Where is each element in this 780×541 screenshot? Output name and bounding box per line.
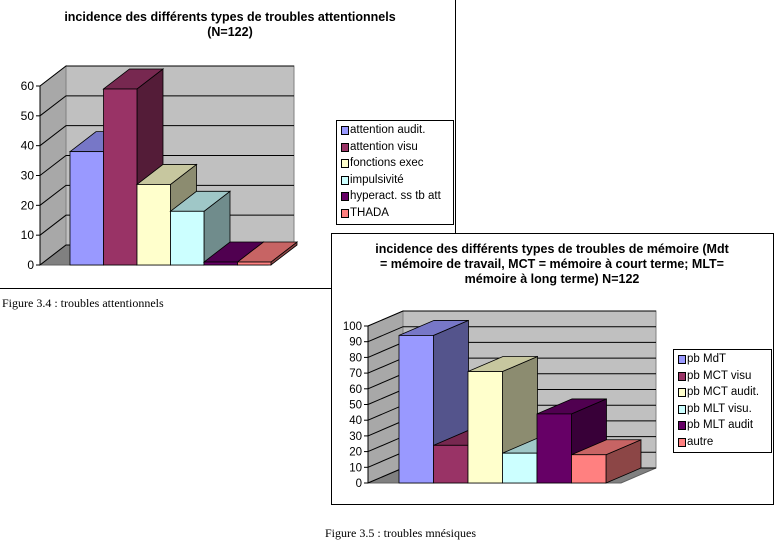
attention-legend-label: impulsivité bbox=[350, 173, 404, 186]
memory-y-tick-label: 20 bbox=[349, 447, 362, 459]
memory-legend-swatch bbox=[678, 388, 686, 397]
attention-gridline bbox=[39, 125, 294, 147]
attention-legend-swatch bbox=[341, 159, 349, 168]
attention-legend-label: attention audit. bbox=[350, 124, 426, 136]
memory-legend-label: pb MLT visu. bbox=[687, 402, 752, 415]
chart-attention-title: incidence des différents types de troubl… bbox=[40, 10, 420, 40]
attention-bar-front bbox=[237, 261, 272, 266]
chart-attention-subtitle: (N=122) bbox=[207, 25, 253, 39]
memory-bar-front bbox=[467, 371, 503, 484]
attention-gridline bbox=[39, 155, 294, 176]
memory-legend-swatch bbox=[678, 404, 686, 414]
attention-legend-swatch bbox=[341, 175, 349, 185]
chart-attention-title-main: incidence des différents types de troubl… bbox=[64, 10, 396, 24]
memory-y-tick-label: 80 bbox=[349, 352, 362, 364]
memory-y-tick-label: 0 bbox=[356, 478, 362, 490]
memory-legend-label: pb MCT visu bbox=[687, 369, 752, 382]
attention-bar-front bbox=[103, 88, 138, 266]
memory-y-tick-label: 30 bbox=[349, 431, 362, 443]
chart-memory-legend: pb MdT pb MCT visu pb MCT audit. pb MLT vis… bbox=[673, 349, 772, 453]
chart-memory-plot: 0 10 20 30 40 50 60 70 80 90 100 bbox=[343, 310, 657, 490]
memory-legend-swatch bbox=[678, 421, 686, 430]
memory-bar-front bbox=[571, 454, 607, 484]
attention-legend-swatch bbox=[341, 192, 349, 201]
figure-caption-attention: Figure 3.4 : troubles attentionnels bbox=[2, 296, 164, 310]
memory-legend-swatch bbox=[678, 355, 686, 364]
attention-y-tick-label: 40 bbox=[21, 139, 35, 153]
attention-gridline bbox=[39, 95, 294, 117]
attention-legend-swatch bbox=[341, 126, 349, 135]
attention-gridline bbox=[39, 65, 294, 87]
attention-legend-label: fonctions exec bbox=[350, 157, 424, 169]
attention-bar-front bbox=[170, 210, 205, 266]
chart-memory-panel: incidence des différents types de troubl… bbox=[331, 233, 774, 505]
attention-bar-front bbox=[203, 261, 238, 266]
chart-memory-title: incidence des différents types de troubl… bbox=[352, 242, 752, 287]
memory-bar-front bbox=[398, 335, 434, 484]
attention-y-tick-label: 10 bbox=[21, 228, 35, 242]
memory-y-tick-label: 100 bbox=[343, 321, 362, 333]
chart-attention-legend: attention audit. attention visu fonctions … bbox=[336, 120, 454, 225]
memory-bar-front bbox=[433, 444, 469, 484]
attention-bar-front bbox=[69, 151, 104, 266]
attention-legend-label: attention visu bbox=[350, 140, 418, 153]
chart-attention-plot: 0 10 20 30 40 50 60 bbox=[21, 64, 299, 272]
attention-bar-front bbox=[136, 184, 171, 266]
attention-legend-swatch bbox=[341, 142, 349, 152]
memory-legend-swatch bbox=[678, 371, 686, 381]
memory-gridline bbox=[367, 326, 656, 343]
figure-caption-memory: Figure 3.5 : troubles mnésiques bbox=[325, 526, 476, 540]
attention-legend-swatch bbox=[341, 208, 349, 218]
chart-memory-title-line-3: mémoire à long terme) N=122 bbox=[464, 272, 640, 286]
memory-legend-label: autre bbox=[687, 435, 714, 448]
attention-gridline bbox=[39, 184, 294, 206]
memory-legend-label: pb MLT audit bbox=[687, 419, 754, 431]
attention-y-tick-label: 50 bbox=[21, 109, 35, 123]
attention-y-tick-label: 20 bbox=[21, 198, 35, 212]
memory-bar bbox=[571, 439, 642, 484]
memory-y-tick-label: 50 bbox=[349, 400, 362, 412]
memory-y-tick-label: 40 bbox=[349, 415, 362, 427]
memory-bar-front bbox=[536, 413, 572, 484]
memory-y-tick-label: 60 bbox=[349, 384, 362, 396]
attention-y-tick-label: 60 bbox=[21, 79, 35, 93]
memory-y-tick-label: 10 bbox=[349, 462, 362, 474]
memory-y-tick-label: 90 bbox=[349, 337, 362, 349]
memory-y-tick-label: 70 bbox=[349, 368, 362, 380]
attention-bar bbox=[236, 241, 299, 266]
attention-y-tick-label: 30 bbox=[21, 169, 35, 183]
memory-bar-front bbox=[502, 452, 538, 484]
memory-legend-label: pb MdT bbox=[687, 353, 726, 365]
chart-attention-panel: incidence des différents types de troubl… bbox=[0, 0, 456, 289]
memory-gridline bbox=[367, 310, 656, 327]
chart-memory-title-line-1: incidence des différents types de troubl… bbox=[375, 242, 729, 256]
attention-y-tick-label: 0 bbox=[27, 258, 34, 272]
memory-legend-label: pb MCT audit. bbox=[687, 386, 760, 398]
attention-legend-label: hyperact. ss tb att bbox=[350, 190, 441, 202]
chart-memory-title-line-2: = mémoire de travail, MCT = mémoire à co… bbox=[380, 257, 724, 271]
memory-legend-swatch bbox=[678, 437, 686, 447]
attention-legend-label: THADA bbox=[350, 206, 389, 219]
